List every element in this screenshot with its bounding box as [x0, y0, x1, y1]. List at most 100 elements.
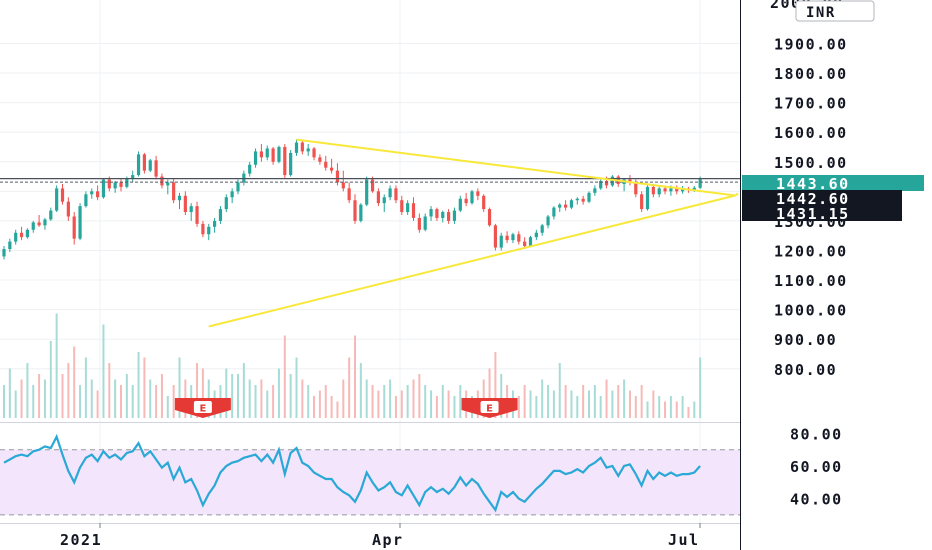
candle — [675, 185, 679, 195]
candle-body — [90, 191, 94, 195]
rsi-axis-label: 80.00 — [790, 425, 843, 443]
candle — [447, 209, 451, 224]
candle-body — [493, 225, 497, 248]
candle-body — [113, 182, 117, 189]
volume-bar — [225, 368, 228, 418]
volume-bar — [137, 352, 140, 418]
candle-body — [142, 154, 146, 171]
candle-body — [37, 222, 41, 226]
currency-box[interactable] — [795, 0, 875, 22]
volume-bar — [459, 385, 462, 418]
candle — [312, 146, 316, 161]
candle — [283, 144, 287, 179]
trendlines[interactable] — [208, 138, 739, 328]
candle — [640, 191, 644, 213]
candle — [78, 203, 82, 241]
candle-body — [335, 170, 340, 183]
candle — [493, 223, 497, 251]
candle-body — [447, 212, 451, 221]
candle-body — [558, 204, 562, 208]
candle — [487, 207, 492, 227]
volume-bar — [143, 357, 146, 418]
candle-body — [359, 204, 363, 221]
candle-body — [669, 188, 673, 192]
candle-body — [43, 219, 47, 226]
price-tag[interactable]: 1431.15 — [742, 205, 902, 223]
volume-bar — [354, 335, 356, 418]
time-axis-label: Apr — [372, 531, 404, 549]
candle-body — [675, 188, 679, 192]
candle — [154, 155, 158, 180]
price-tag-label: 1443.60 — [776, 175, 850, 193]
time-axis-label: Jul — [668, 531, 700, 549]
candle-body — [657, 188, 661, 195]
candle — [259, 144, 263, 162]
candle-body — [628, 179, 632, 183]
volume-bar — [73, 346, 76, 418]
volume-bar — [605, 379, 608, 418]
volume-bar — [593, 385, 596, 418]
trendline-extension[interactable] — [734, 192, 739, 197]
candle — [136, 151, 141, 177]
earnings-marker[interactable]: E — [461, 398, 518, 418]
candle-body — [651, 186, 655, 195]
volume-bar — [394, 396, 397, 418]
candle — [248, 161, 252, 177]
volume-bar — [272, 385, 275, 418]
volume-bar — [552, 390, 555, 418]
candle-body — [458, 198, 462, 211]
candle-body — [534, 232, 538, 238]
rsi-axis-label: 60.00 — [790, 458, 843, 476]
volume-bar — [313, 396, 316, 418]
volume-bar — [547, 385, 550, 418]
volume-bar — [664, 401, 667, 418]
volume-bar — [38, 374, 41, 418]
candle-body — [218, 209, 223, 221]
candle — [645, 185, 650, 211]
price-axis-label: 1700.00 — [774, 95, 848, 113]
candle — [113, 180, 117, 193]
time-axis[interactable]: 2021 Apr Jul — [60, 523, 701, 549]
price-axis-label: 900.00 — [774, 331, 837, 349]
earnings-marker-badge — [480, 401, 499, 413]
candle-body — [177, 195, 182, 201]
candle-body — [330, 167, 334, 171]
price-axis-label: 1900.00 — [774, 35, 848, 53]
volume-bar — [406, 385, 409, 418]
candle-body — [230, 191, 234, 198]
candle-body — [599, 180, 603, 189]
volume-bar — [242, 363, 245, 418]
candle — [195, 201, 199, 227]
earnings-marker-label: E — [486, 404, 493, 415]
candle-body — [8, 241, 12, 250]
volume-bar — [32, 385, 35, 418]
volume-bar — [108, 363, 111, 418]
candle-body — [160, 176, 164, 186]
trendline[interactable] — [296, 138, 736, 197]
candle-body — [499, 235, 503, 248]
volume-bar — [43, 379, 46, 418]
rsi-axis[interactable]: 80.00 60.00 40.00 — [790, 425, 843, 508]
candle-body — [382, 197, 386, 204]
price-axis[interactable]: 2000.00 INR 1900.001800.001700.001600.00… — [742, 0, 924, 379]
candle — [359, 203, 363, 223]
volume-bar — [178, 357, 181, 418]
price-tag[interactable]: 1442.60 — [742, 190, 902, 208]
volume-bar — [418, 374, 421, 418]
candle-body — [540, 225, 544, 233]
earnings-marker[interactable]: E — [174, 398, 231, 418]
candle — [400, 195, 404, 215]
volume-bar — [49, 341, 52, 418]
candle-body — [283, 146, 287, 176]
candle — [435, 207, 439, 221]
candle — [429, 206, 433, 221]
trendline[interactable] — [208, 194, 736, 328]
candle — [60, 183, 65, 205]
candle — [277, 145, 281, 164]
volume-bar — [266, 390, 269, 418]
price-tag[interactable]: 1443.60 — [742, 175, 924, 193]
volume-bar — [576, 396, 579, 418]
price-tag-bg — [742, 175, 924, 191]
